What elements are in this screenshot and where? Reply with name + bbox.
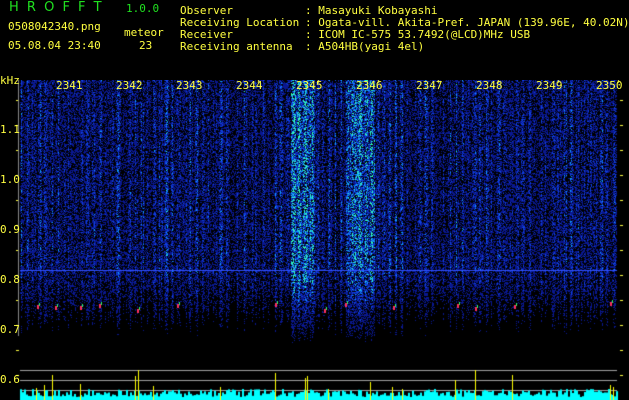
- app-version: 1.0.0: [126, 2, 160, 15]
- x-tick-label: 2347: [416, 79, 443, 92]
- y-tick-label: 1.0: [0, 173, 20, 186]
- y-tick-label: 0.6: [0, 373, 20, 386]
- x-tick-label: 2344: [236, 79, 263, 92]
- y-tick-label: 0.8: [0, 273, 20, 286]
- y-unit-label: kHz: [0, 74, 20, 87]
- y-tick-label: 0.9: [0, 223, 20, 236]
- antenna-label: Receiving antenna: [180, 40, 293, 53]
- file-name: 0508042340.png: [8, 20, 101, 33]
- x-tick-label: 2349: [536, 79, 563, 92]
- receiver-value: : ICOM IC-575 53.7492(@LCD)MHz USB: [305, 28, 531, 41]
- x-tick-label: 2341: [56, 79, 83, 92]
- observer-label: Observer: [180, 4, 233, 17]
- x-tick-label: 2343: [176, 79, 203, 92]
- x-tick-label: 2346: [356, 79, 383, 92]
- location-value: : Ogata-vill. Akita-Pref. JAPAN (139.96E…: [305, 16, 629, 29]
- y-tick-label: 1.1: [0, 123, 20, 136]
- receiver-label: Receiver: [180, 28, 233, 41]
- x-tick-label: 2348: [476, 79, 503, 92]
- y-tick-label: 0.7: [0, 323, 20, 336]
- meteor-label: meteor: [124, 26, 164, 39]
- meteor-count: 23: [139, 39, 153, 52]
- x-tick-label: 2345: [296, 79, 323, 92]
- x-tick-label: 2350: [596, 79, 623, 92]
- app-title: H R O F F T: [9, 0, 104, 15]
- location-label: Receiving Location: [180, 16, 300, 29]
- spectrogram: [0, 80, 629, 400]
- observer-value: : Masayuki Kobayashi: [305, 4, 438, 17]
- x-tick-label: 2342: [116, 79, 143, 92]
- file-datetime: 05.08.04 23:40: [8, 39, 101, 52]
- antenna-value: : A504HB(yagi 4el): [305, 40, 425, 53]
